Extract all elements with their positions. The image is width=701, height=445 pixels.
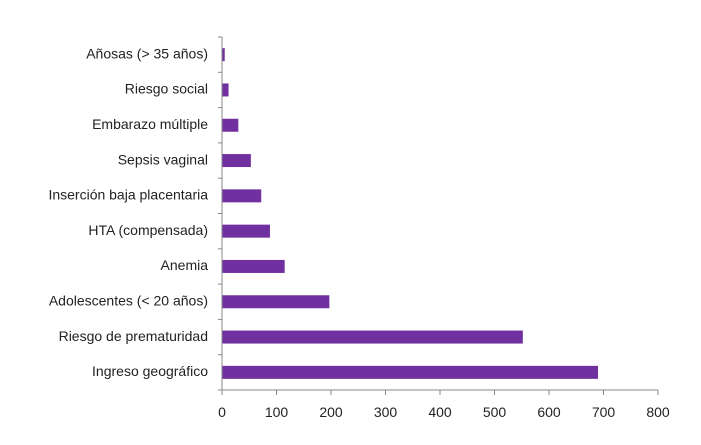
y-tick-label: Añosas (> 35 años) bbox=[86, 45, 208, 61]
y-tick-label: HTA (compensada) bbox=[88, 222, 208, 238]
bar-6 bbox=[222, 154, 251, 168]
labels-layer: Ingreso geográfico Riesgo de prematuridad… bbox=[48, 45, 669, 420]
bar-7 bbox=[222, 118, 239, 132]
y-tick-label: Riesgo social bbox=[125, 81, 208, 97]
y-tick-label: Ingreso geográfico bbox=[92, 363, 208, 379]
x-tick-label: 400 bbox=[428, 404, 452, 420]
y-tick-label: Sepsis vaginal bbox=[118, 151, 208, 167]
bars-layer bbox=[222, 48, 599, 379]
bar-5 bbox=[222, 189, 262, 203]
x-tick-label: 700 bbox=[592, 404, 616, 420]
x-tick-label: 800 bbox=[646, 404, 670, 420]
bar-2 bbox=[222, 295, 330, 309]
x-tick-label: 600 bbox=[537, 404, 561, 420]
y-tick-label: Embarazo múltiple bbox=[92, 116, 208, 132]
x-tick-label: 300 bbox=[374, 404, 398, 420]
bar-3 bbox=[222, 259, 285, 273]
bar-8 bbox=[222, 83, 229, 97]
y-tick-label: Riesgo de prematuridad bbox=[59, 328, 208, 344]
x-tick-label: 0 bbox=[218, 404, 226, 420]
bar-4 bbox=[222, 224, 270, 238]
bar-0 bbox=[222, 365, 599, 379]
x-tick-label: 100 bbox=[265, 404, 289, 420]
y-tick-label: Inserción baja placentaria bbox=[48, 187, 208, 203]
bar-9 bbox=[222, 48, 225, 62]
bar-1 bbox=[222, 330, 523, 344]
x-tick-label: 200 bbox=[319, 404, 343, 420]
x-tick-label: 500 bbox=[483, 404, 507, 420]
axes-layer bbox=[218, 36, 659, 395]
y-tick-label: Adolescentes (< 20 años) bbox=[49, 292, 208, 308]
y-tick-label: Anemia bbox=[161, 257, 209, 273]
